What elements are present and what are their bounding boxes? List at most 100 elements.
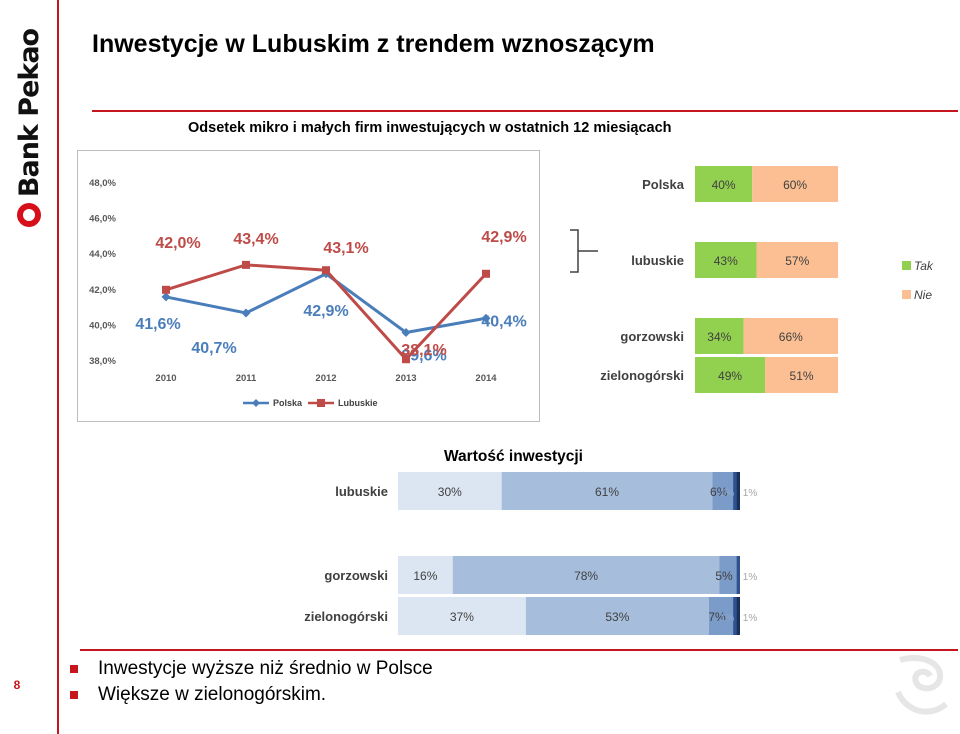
bar-value-label: 61% xyxy=(595,485,619,499)
legend-swatch xyxy=(902,290,911,299)
x-tick-label: 2013 xyxy=(395,373,416,384)
y-tick-label: 44,0% xyxy=(89,249,116,260)
bar-value-label: 51% xyxy=(790,369,814,383)
bar-value-label: 66% xyxy=(779,330,803,344)
bank-logo: Bank Pekao xyxy=(11,29,47,228)
y-tick-label: 42,0% xyxy=(89,285,116,296)
bar-value-label: 1% xyxy=(720,613,735,624)
decorative-swirl-icon xyxy=(895,655,948,715)
bar-segment xyxy=(452,556,720,594)
bar-segment xyxy=(719,556,737,594)
legend-marker xyxy=(317,399,325,407)
bracket-connector xyxy=(570,229,598,273)
bar-segment xyxy=(733,597,737,635)
data-point xyxy=(322,266,330,275)
bar-segment xyxy=(525,597,709,635)
data-label: 41,6% xyxy=(135,316,180,333)
bar-segment-nie xyxy=(752,166,838,202)
data-label: 38,1% xyxy=(401,342,446,359)
bar-segment-tak xyxy=(695,166,753,202)
bar-segment xyxy=(398,597,526,635)
bar-segment-nie xyxy=(743,318,838,354)
chart-subtitle: Odsetek mikro i małych firm inwestującyc… xyxy=(188,120,672,136)
bar-value-label: 16% xyxy=(413,569,437,583)
category-label: gorzowski xyxy=(324,568,388,583)
bar-segment xyxy=(733,472,737,510)
sidebar: Bank Pekao 8 xyxy=(0,0,58,734)
bar-segment xyxy=(736,472,740,510)
bar-value-label: 1% xyxy=(743,572,758,583)
legend-label: Polska xyxy=(273,398,303,408)
title-rule xyxy=(92,110,958,112)
investment-value-chart: lubuskie 30% 61% 6%1% 1%gorzowski 16% 78% 5% 1%z… xyxy=(304,472,758,635)
bar-segment xyxy=(736,556,740,594)
x-tick-label: 2010 xyxy=(155,373,176,384)
category-label: lubuskie xyxy=(631,253,684,268)
data-point xyxy=(241,308,251,318)
data-label: 43,1% xyxy=(323,240,368,257)
category-label: Polska xyxy=(642,177,685,192)
data-point xyxy=(162,285,170,294)
y-tick-label: 48,0% xyxy=(89,178,116,189)
legend-label: Lubuskie xyxy=(338,398,378,408)
section-title: Wartość inwestycji xyxy=(444,448,583,465)
bar-value-label: 5% xyxy=(715,569,733,583)
y-tick-label: 40,0% xyxy=(89,320,116,331)
data-point xyxy=(242,260,250,269)
data-point xyxy=(481,313,491,323)
tak-nie-chart: Polska 40% 60% lubuskie 43% 57% gorzowski 34% 66… xyxy=(570,166,934,393)
sidebar-divider xyxy=(57,0,59,734)
bar-segment-tak xyxy=(695,242,757,278)
y-tick-label: 46,0% xyxy=(89,214,116,225)
category-label: zielonogórski xyxy=(600,368,684,383)
bar-segment-nie xyxy=(765,357,838,393)
bar-segment-tak xyxy=(695,318,744,354)
pekao-logo-icon xyxy=(17,203,41,228)
slide-title: Inwestycje w Lubuskim z trendem wznosząc… xyxy=(92,30,655,58)
data-label: 42,0% xyxy=(155,235,200,252)
bar-value-label: 1% xyxy=(743,613,758,624)
bar-value-label: 1% xyxy=(743,488,758,499)
data-point xyxy=(401,328,411,338)
category-label: zielonogórski xyxy=(304,609,388,624)
bar-value-label: 1% xyxy=(720,488,735,499)
data-point xyxy=(482,269,490,278)
line-chart-panel: 38,0% 40,0% 42,0% 44,0% 46,0% 48,0% 2010 2011 20… xyxy=(77,150,540,422)
footer-rule xyxy=(80,649,958,651)
bar-value-label: 40% xyxy=(712,178,736,192)
category-label: gorzowski xyxy=(620,329,684,344)
logo-text: Bank Pekao xyxy=(13,28,45,198)
data-label: 40,4% xyxy=(481,313,526,330)
bar-value-label: 6% xyxy=(710,485,728,499)
bar-value-label: 7% xyxy=(708,610,726,624)
bar-value-label: 49% xyxy=(718,369,742,383)
line-chart: 38,0% 40,0% 42,0% 44,0% 46,0% 48,0% 2010 2011 20… xyxy=(89,178,527,408)
x-tick-label: 2012 xyxy=(315,373,336,384)
y-tick-label: 38,0% xyxy=(89,356,116,367)
category-label: lubuskie xyxy=(335,484,388,499)
bar-segment-nie xyxy=(756,242,838,278)
legend-swatch xyxy=(902,261,911,270)
bar-value-label: 60% xyxy=(783,178,807,192)
legend-label: Tak xyxy=(914,259,934,273)
data-point xyxy=(161,292,171,302)
bar-segment xyxy=(712,472,734,510)
bar-segment xyxy=(708,597,734,635)
legend-marker xyxy=(252,399,260,407)
bar-value-label: 53% xyxy=(605,610,629,624)
bar-segment xyxy=(398,556,453,594)
x-tick-label: 2014 xyxy=(475,373,497,384)
bullet-item: Większe w zielonogórskim. xyxy=(70,682,433,708)
bar-value-label: 78% xyxy=(574,569,598,583)
page-number: 8 xyxy=(13,678,21,692)
bar-value-label: 37% xyxy=(450,610,474,624)
legend-label: Nie xyxy=(914,288,932,302)
data-label: 42,9% xyxy=(481,229,526,246)
bar-value-label: 57% xyxy=(785,254,809,268)
bar-segment xyxy=(398,472,502,510)
data-label: 42,9% xyxy=(303,303,348,320)
bar-segment xyxy=(736,597,740,635)
x-tick-label: 2011 xyxy=(236,373,257,384)
bullet-item: Inwestycje wyższe niż średnio w Polsce xyxy=(70,656,433,682)
data-point xyxy=(402,355,410,364)
